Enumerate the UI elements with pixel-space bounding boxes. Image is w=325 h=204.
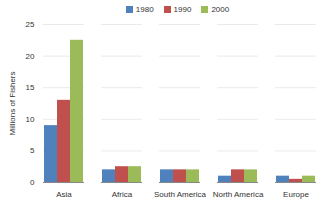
svg-text:5: 5 — [30, 146, 35, 155]
svg-text:10: 10 — [26, 115, 35, 124]
svg-text:Millions of Fishers: Millions of Fishers — [8, 71, 17, 135]
svg-text:Europe: Europe — [283, 190, 309, 199]
svg-text:20: 20 — [26, 52, 35, 61]
svg-text:Africa: Africa — [112, 190, 133, 199]
html-text:2000: 2000 — [211, 4, 230, 14]
svg-text:Asia: Asia — [56, 190, 72, 199]
svg-text:0: 0 — [30, 178, 35, 187]
html-text:1980: 1980 — [135, 4, 154, 14]
html-text:1990: 1990 — [173, 4, 192, 14]
svg-text:25: 25 — [26, 20, 35, 29]
svg-text:South America: South America — [154, 190, 207, 199]
svg-text:15: 15 — [26, 83, 35, 92]
svg-text:North America: North America — [213, 190, 264, 199]
